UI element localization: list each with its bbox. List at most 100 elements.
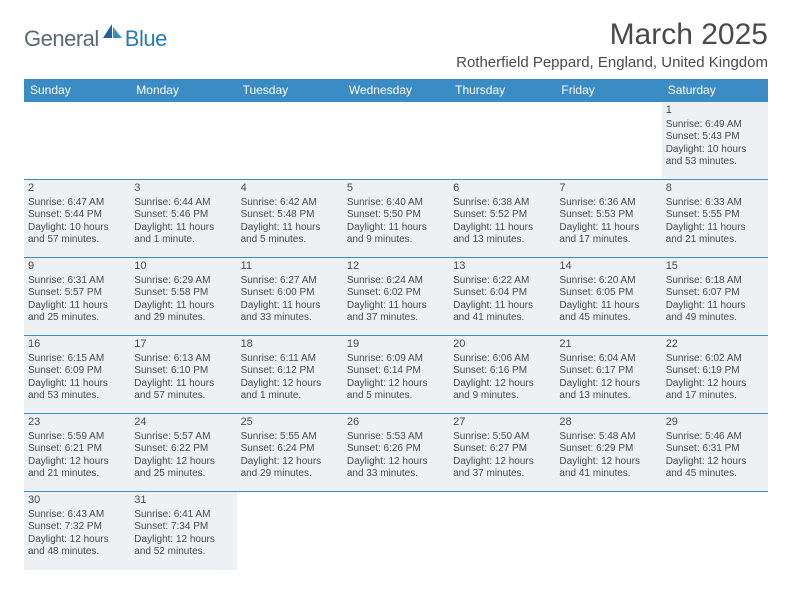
day-info-line: Sunset: 6:12 PM	[241, 365, 339, 378]
day-info-line: Sunset: 6:14 PM	[347, 365, 445, 378]
calendar-cell: 5Sunrise: 6:40 AMSunset: 5:50 PMDaylight…	[343, 180, 449, 258]
day-info-line: Sunset: 5:50 PM	[347, 209, 445, 222]
day-info-line: Sunrise: 6:06 AM	[453, 353, 551, 366]
logo-text-b: Blue	[125, 26, 167, 52]
day-info-line: Sunset: 6:10 PM	[134, 365, 232, 378]
day-info-line: Sunrise: 6:43 AM	[28, 509, 126, 522]
weekday-header: Tuesday	[237, 79, 343, 102]
calendar-cell: 1Sunrise: 6:49 AMSunset: 5:43 PMDaylight…	[662, 102, 768, 180]
weekday-header: Saturday	[662, 79, 768, 102]
day-number: 29	[666, 416, 764, 430]
page-title: March 2025	[456, 18, 768, 52]
day-info-line: and 41 minutes.	[559, 468, 657, 481]
calendar-cell: 4Sunrise: 6:42 AMSunset: 5:48 PMDaylight…	[237, 180, 343, 258]
day-number: 10	[134, 260, 232, 274]
day-number: 9	[28, 260, 126, 274]
weekday-header: Monday	[130, 79, 236, 102]
day-number: 21	[559, 338, 657, 352]
calendar-cell: 15Sunrise: 6:18 AMSunset: 6:07 PMDayligh…	[662, 258, 768, 336]
day-info-line: Sunset: 5:52 PM	[453, 209, 551, 222]
day-info-line: Sunset: 6:24 PM	[241, 443, 339, 456]
calendar-cell	[555, 492, 661, 570]
day-info-line: and 37 minutes.	[347, 312, 445, 325]
day-number: 27	[453, 416, 551, 430]
calendar-cell: 14Sunrise: 6:20 AMSunset: 6:05 PMDayligh…	[555, 258, 661, 336]
day-info-line: and 29 minutes.	[241, 468, 339, 481]
day-info-line: Daylight: 12 hours	[241, 456, 339, 469]
day-number: 3	[134, 182, 232, 196]
day-info-line: and 33 minutes.	[241, 312, 339, 325]
day-info-line: Sunrise: 6:02 AM	[666, 353, 764, 366]
day-info-line: Sunrise: 6:36 AM	[559, 197, 657, 210]
title-block: March 2025 Rotherfield Peppard, England,…	[456, 18, 768, 71]
calendar-cell: 13Sunrise: 6:22 AMSunset: 6:04 PMDayligh…	[449, 258, 555, 336]
day-info-line: and 53 minutes.	[666, 156, 764, 169]
day-info-line: Sunrise: 6:04 AM	[559, 353, 657, 366]
day-info-line: Sunset: 6:05 PM	[559, 287, 657, 300]
day-info-line: and 33 minutes.	[347, 468, 445, 481]
day-info-line: and 21 minutes.	[666, 234, 764, 247]
day-number: 28	[559, 416, 657, 430]
day-info-line: Sunrise: 6:20 AM	[559, 275, 657, 288]
weekday-header: Wednesday	[343, 79, 449, 102]
day-info-line: and 49 minutes.	[666, 312, 764, 325]
day-info-line: Sunrise: 6:22 AM	[453, 275, 551, 288]
day-info-line: Daylight: 12 hours	[559, 456, 657, 469]
calendar-cell: 3Sunrise: 6:44 AMSunset: 5:46 PMDaylight…	[130, 180, 236, 258]
logo: General Blue	[24, 24, 167, 53]
day-info-line: Sunrise: 5:55 AM	[241, 431, 339, 444]
day-info-line: Sunrise: 6:40 AM	[347, 197, 445, 210]
day-info-line: Sunrise: 6:15 AM	[28, 353, 126, 366]
calendar-cell	[237, 492, 343, 570]
calendar-cell	[130, 102, 236, 180]
day-info-line: and 9 minutes.	[453, 390, 551, 403]
logo-sail-icon	[103, 24, 123, 45]
calendar-cell: 21Sunrise: 6:04 AMSunset: 6:17 PMDayligh…	[555, 336, 661, 414]
day-info-line: Sunset: 6:21 PM	[28, 443, 126, 456]
calendar-cell	[24, 102, 130, 180]
day-info-line: and 9 minutes.	[347, 234, 445, 247]
day-info-line: Sunrise: 6:18 AM	[666, 275, 764, 288]
day-info-line: Sunset: 6:09 PM	[28, 365, 126, 378]
day-info-line: and 48 minutes.	[28, 546, 126, 559]
day-info-line: Sunrise: 5:46 AM	[666, 431, 764, 444]
day-info-line: and 25 minutes.	[134, 468, 232, 481]
calendar-cell: 23Sunrise: 5:59 AMSunset: 6:21 PMDayligh…	[24, 414, 130, 492]
day-info-line: Sunset: 5:48 PM	[241, 209, 339, 222]
day-info-line: Daylight: 11 hours	[666, 222, 764, 235]
day-info-line: Daylight: 11 hours	[453, 300, 551, 313]
day-info-line: and 1 minute.	[241, 390, 339, 403]
day-info-line: Sunset: 6:04 PM	[453, 287, 551, 300]
calendar-body: 1Sunrise: 6:49 AMSunset: 5:43 PMDaylight…	[24, 102, 768, 570]
day-info-line: Daylight: 12 hours	[666, 456, 764, 469]
calendar-row: 2Sunrise: 6:47 AMSunset: 5:44 PMDaylight…	[24, 180, 768, 258]
day-info-line: and 17 minutes.	[666, 390, 764, 403]
day-info-line: Sunset: 6:17 PM	[559, 365, 657, 378]
day-info-line: Sunset: 6:19 PM	[666, 365, 764, 378]
day-info-line: Sunset: 5:53 PM	[559, 209, 657, 222]
day-info-line: Daylight: 11 hours	[28, 300, 126, 313]
day-number: 14	[559, 260, 657, 274]
day-number: 17	[134, 338, 232, 352]
day-number: 2	[28, 182, 126, 196]
calendar-cell: 22Sunrise: 6:02 AMSunset: 6:19 PMDayligh…	[662, 336, 768, 414]
day-info-line: Sunset: 6:27 PM	[453, 443, 551, 456]
day-number: 20	[453, 338, 551, 352]
day-info-line: Sunrise: 5:59 AM	[28, 431, 126, 444]
day-info-line: and 45 minutes.	[666, 468, 764, 481]
day-info-line: Daylight: 11 hours	[666, 300, 764, 313]
calendar-cell: 10Sunrise: 6:29 AMSunset: 5:58 PMDayligh…	[130, 258, 236, 336]
day-info-line: Daylight: 11 hours	[28, 378, 126, 391]
weekday-header: Thursday	[449, 79, 555, 102]
day-number: 12	[347, 260, 445, 274]
day-info-line: Sunrise: 6:31 AM	[28, 275, 126, 288]
day-info-line: and 13 minutes.	[453, 234, 551, 247]
day-info-line: Sunrise: 6:11 AM	[241, 353, 339, 366]
day-info-line: Sunrise: 6:38 AM	[453, 197, 551, 210]
day-info-line: Sunset: 6:22 PM	[134, 443, 232, 456]
day-info-line: Sunset: 7:32 PM	[28, 521, 126, 534]
day-info-line: Daylight: 12 hours	[666, 378, 764, 391]
logo-text-a: General	[24, 26, 99, 52]
day-number: 22	[666, 338, 764, 352]
calendar-cell: 8Sunrise: 6:33 AMSunset: 5:55 PMDaylight…	[662, 180, 768, 258]
